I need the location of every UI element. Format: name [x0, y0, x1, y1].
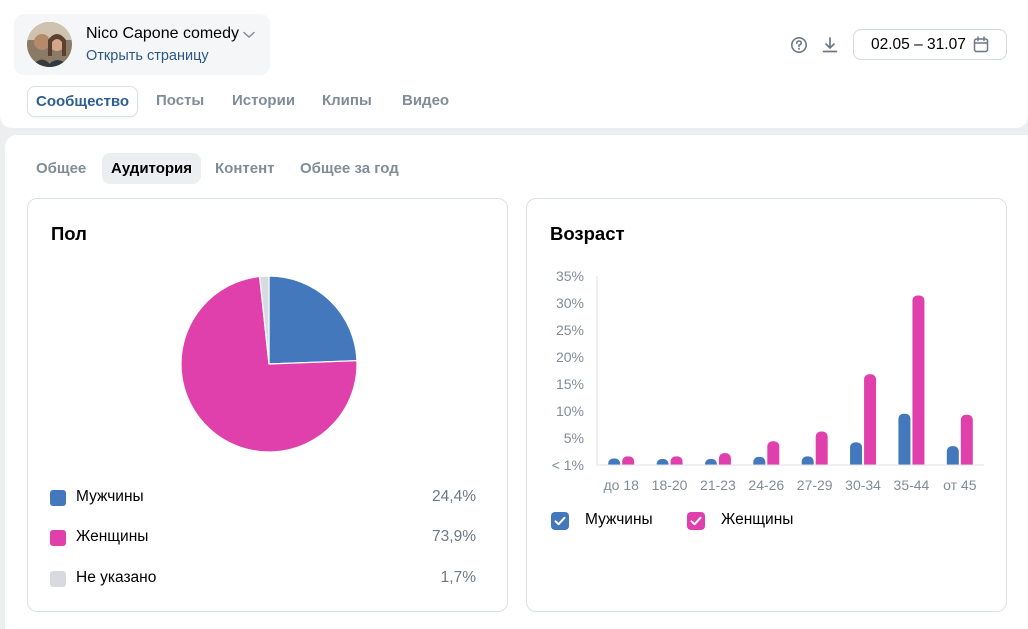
- community-selector[interactable]: Nico Capone comedy Открыть страницу: [14, 14, 270, 75]
- bar-women: [864, 374, 877, 469]
- checkbox-men[interactable]: [551, 512, 569, 530]
- bar-women: [815, 431, 828, 469]
- avatar: [27, 22, 72, 67]
- legend-row-unknown: Не указано 1,7%: [50, 568, 476, 590]
- legend-value-men: 24,4%: [432, 488, 476, 505]
- date-range-picker[interactable]: 02.05 – 31.07: [853, 29, 1007, 60]
- y-tick-label: 20%: [556, 349, 584, 365]
- legend-label-age-men: Мужчины: [585, 511, 653, 528]
- tab-clips[interactable]: Клипы: [322, 92, 372, 109]
- x-tick-label: 18-20: [652, 477, 688, 493]
- x-tick-label: 27-29: [797, 477, 833, 493]
- legend-label-men: Мужчины: [76, 488, 144, 505]
- baseline-mask: [598, 465, 985, 471]
- gender-card: Пол Мужчины 24,4% Женщины 73,9% Не указа…: [27, 198, 508, 612]
- men-swatch: [50, 490, 66, 506]
- x-tick-label: до 18: [603, 477, 639, 493]
- gender-pie-chart: [180, 275, 358, 453]
- legend-value-unknown: 1,7%: [440, 569, 476, 586]
- header-bar: Nico Capone comedy Открыть страницу 02.0…: [0, 0, 1028, 128]
- age-card: Возраст < 1% 5% 10% 15% 20% 25% 30% 35% до 18 18-…: [526, 198, 1007, 612]
- tab-stories[interactable]: Истории: [232, 92, 296, 109]
- help-icon[interactable]: [790, 36, 808, 54]
- legend-toggle-men[interactable]: Мужчины: [551, 510, 671, 532]
- subtab-general[interactable]: Общее: [36, 160, 87, 177]
- legend-label-unknown: Не указано: [76, 569, 157, 586]
- community-name: Nico Capone comedy: [86, 25, 239, 42]
- women-swatch: [50, 530, 66, 546]
- x-tick-label: 35-44: [894, 477, 930, 493]
- chevron-down-icon[interactable]: [243, 31, 255, 39]
- y-tick-label: 30%: [556, 295, 584, 311]
- legend-row-women: Женщины 73,9%: [50, 527, 476, 549]
- y-tick-label: 25%: [556, 322, 584, 338]
- subtab-content[interactable]: Контент: [215, 160, 275, 177]
- bar-men: [898, 413, 911, 469]
- gender-title: Пол: [51, 223, 87, 244]
- check-icon: [554, 516, 566, 526]
- y-tick-label: 10%: [556, 403, 584, 419]
- tab-posts[interactable]: Посты: [156, 92, 205, 109]
- calendar-icon: [973, 36, 989, 53]
- legend-label-women: Женщины: [76, 528, 149, 545]
- open-page-link[interactable]: Открыть страницу: [86, 48, 209, 64]
- subtab-audience[interactable]: Аудитория: [102, 153, 201, 184]
- age-title: Возраст: [550, 223, 625, 244]
- x-tick-label: 24-26: [748, 477, 784, 493]
- download-icon[interactable]: [821, 36, 839, 54]
- legend-label-age-women: Женщины: [721, 511, 794, 528]
- x-tick-label: 30-34: [845, 477, 881, 493]
- bar-women: [912, 295, 925, 469]
- subtab-yearly[interactable]: Общее за год: [300, 160, 399, 177]
- pie-slice-unknown: [258, 275, 270, 365]
- legend-toggle-women[interactable]: Женщины: [687, 510, 807, 532]
- x-tick-label: 21-23: [700, 477, 736, 493]
- y-tick-label: 5%: [564, 430, 584, 446]
- date-range-text: 02.05 – 31.07: [871, 36, 966, 53]
- checkbox-women[interactable]: [687, 512, 705, 530]
- tab-community[interactable]: Сообщество: [27, 86, 139, 117]
- bar-men: [946, 446, 959, 469]
- x-tick-label: от 45: [943, 477, 977, 493]
- unknown-swatch: [50, 571, 66, 587]
- tab-video[interactable]: Видео: [402, 92, 450, 109]
- bar-women: [767, 441, 780, 469]
- bar-men: [850, 442, 863, 469]
- legend-value-women: 73,9%: [432, 528, 476, 545]
- bar-women: [960, 414, 973, 469]
- check-icon: [690, 516, 702, 526]
- pie-slice-women: [180, 275, 358, 453]
- age-bar-chart: < 1% 5% 10% 15% 20% 25% 30% 35% до 18 18-20 21-23 2…: [552, 268, 985, 493]
- pie-slice-men: [268, 275, 358, 365]
- y-tick-label: < 1%: [552, 457, 584, 473]
- y-tick-label: 35%: [556, 268, 584, 284]
- legend-row-men: Мужчины 24,4%: [50, 487, 476, 509]
- y-tick-label: 15%: [556, 376, 584, 392]
